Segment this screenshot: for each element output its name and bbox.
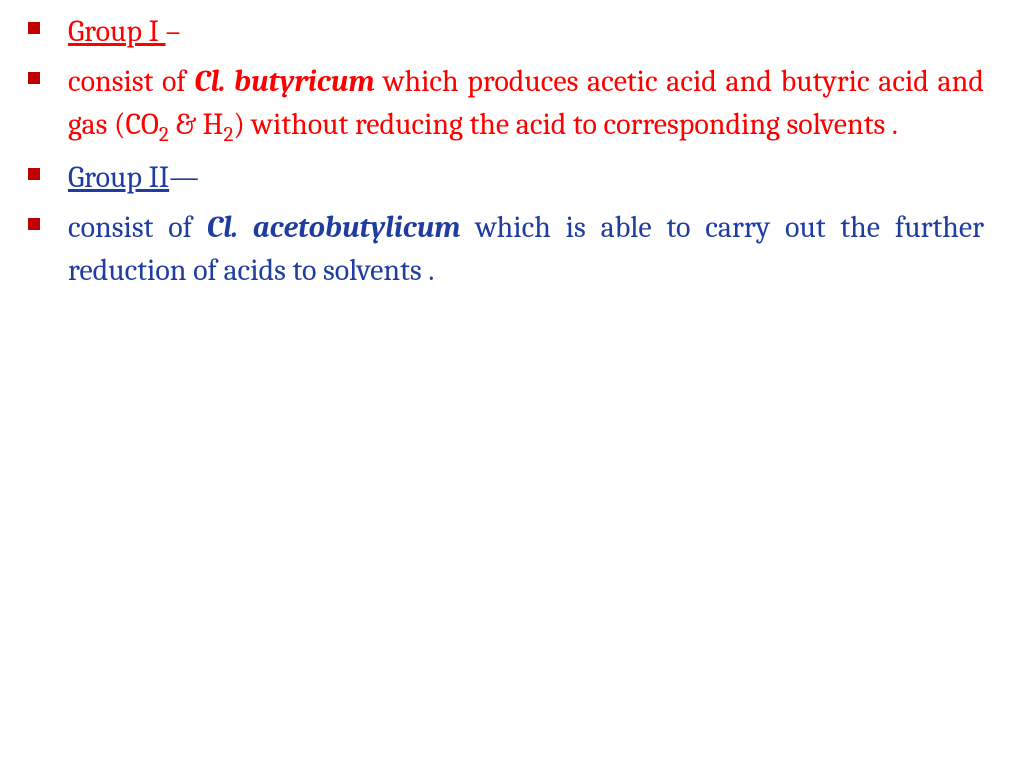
text-run: Group II <box>68 160 169 195</box>
square-bullet-icon <box>28 168 40 180</box>
text-run: Group I <box>68 14 165 49</box>
text-run: — <box>169 160 199 195</box>
bullet-item-2: Group II— <box>20 156 984 200</box>
text-run: consist of <box>68 210 207 245</box>
bullet-item-0: Group I – <box>20 10 984 54</box>
bullet-text-3: consist of Cl. acetobutylicum which is a… <box>68 206 984 293</box>
text-run: & H <box>169 107 224 142</box>
bullet-item-1: consist of Cl. butyricum which produces … <box>20 60 984 151</box>
text-run: Cl. butyricum <box>194 64 374 99</box>
bullet-item-3: consist of Cl. acetobutylicum which is a… <box>20 206 984 293</box>
text-run: Cl. acetobutylicum <box>207 210 461 245</box>
text-run: 2 <box>159 123 169 147</box>
text-run: – <box>165 14 180 49</box>
bullet-text-0: Group I – <box>68 10 984 54</box>
bullet-text-2: Group II— <box>68 156 984 200</box>
slide-body: Group I – consist of Cl. butyricum which … <box>20 10 984 293</box>
square-bullet-icon <box>28 22 40 34</box>
text-run: consist of <box>68 64 194 99</box>
text-run: 2 <box>223 123 233 147</box>
text-run: ) without reducing the acid to correspon… <box>233 107 898 142</box>
square-bullet-icon <box>28 218 40 230</box>
bullet-text-1: consist of Cl. butyricum which produces … <box>68 60 984 151</box>
square-bullet-icon <box>28 72 40 84</box>
